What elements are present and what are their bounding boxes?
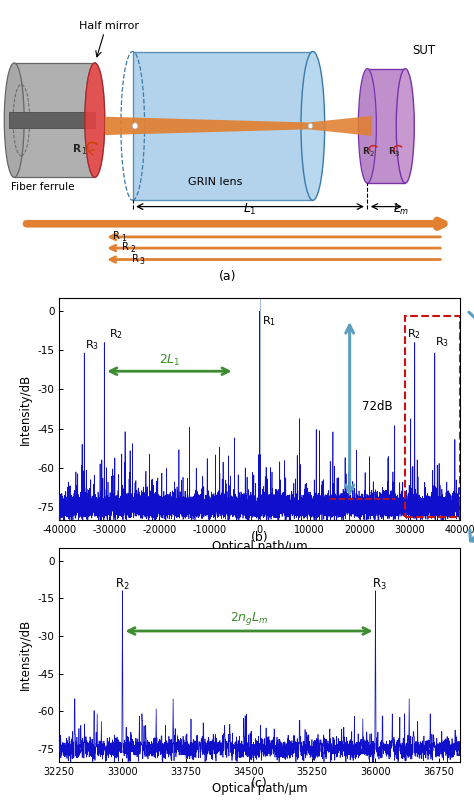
Text: GRIN lens: GRIN lens [189,177,243,186]
Text: R$_1$: R$_1$ [262,314,276,328]
Ellipse shape [358,69,376,183]
Text: 1: 1 [82,147,86,156]
Polygon shape [367,69,405,183]
Text: R: R [73,143,82,154]
Text: R$_3$: R$_3$ [372,577,387,592]
Text: 3: 3 [395,152,399,157]
X-axis label: Optical path/μm: Optical path/μm [212,540,307,553]
Text: (b): (b) [251,530,268,544]
X-axis label: Optical path/μm: Optical path/μm [212,782,307,795]
Ellipse shape [132,123,138,129]
Text: $2n_g L_m$: $2n_g L_m$ [229,610,268,627]
Text: R: R [122,243,129,252]
Text: (c): (c) [251,777,268,790]
Polygon shape [9,112,95,128]
Polygon shape [14,63,95,177]
Text: R: R [132,254,139,264]
Text: R: R [388,147,395,156]
Text: 2: 2 [130,245,135,255]
Polygon shape [308,116,372,136]
Polygon shape [133,52,313,200]
Text: R$_3$: R$_3$ [85,338,100,351]
Text: Half mirror: Half mirror [79,21,139,31]
Text: R: R [363,147,370,156]
Text: 2: 2 [370,152,374,157]
Text: $L_m$: $L_m$ [392,202,409,218]
Text: 3: 3 [140,257,145,266]
Y-axis label: Intensity/dB: Intensity/dB [19,373,32,445]
Text: $L_1$: $L_1$ [243,202,257,218]
Text: R$_3$: R$_3$ [435,335,449,349]
Text: 72dB: 72dB [362,401,393,413]
Text: (a): (a) [219,270,236,284]
Text: $2L_1$: $2L_1$ [159,352,180,368]
Text: SUT: SUT [413,44,436,57]
Bar [405,317,460,517]
Text: R$_2$: R$_2$ [407,327,421,341]
Text: Fiber ferrule: Fiber ferrule [11,182,74,193]
Polygon shape [105,117,308,135]
Text: 1: 1 [121,235,126,243]
Ellipse shape [396,69,414,183]
Ellipse shape [308,123,313,128]
Y-axis label: Intensity/dB: Intensity/dB [19,619,32,691]
Ellipse shape [4,63,24,177]
Ellipse shape [85,63,105,177]
Text: R: R [113,231,120,241]
Text: R$_2$: R$_2$ [115,577,130,592]
Text: R$_2$: R$_2$ [109,327,123,341]
Ellipse shape [301,52,325,200]
Ellipse shape [85,63,105,177]
